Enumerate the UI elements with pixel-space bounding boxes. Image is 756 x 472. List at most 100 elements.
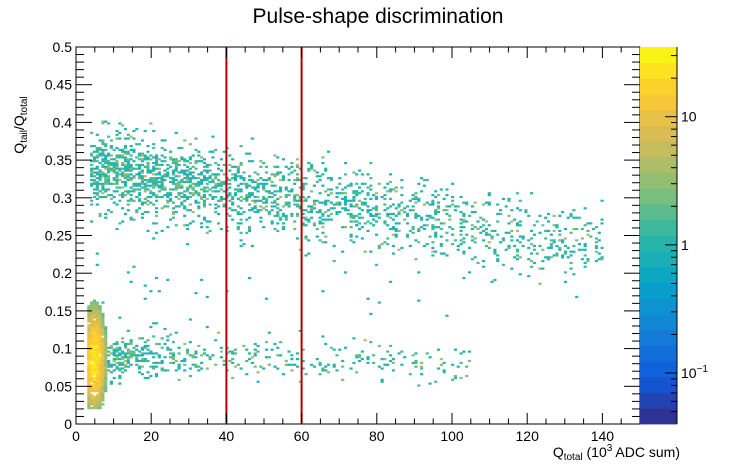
heatmap-cell xyxy=(549,256,553,259)
heatmap-cell xyxy=(214,175,218,178)
heatmap-cell xyxy=(259,220,263,223)
heatmap-cell xyxy=(400,209,404,212)
heatmap-cell xyxy=(183,214,187,217)
heatmap-cell xyxy=(104,148,108,151)
heatmap-cell xyxy=(264,356,269,359)
heatmap-cell xyxy=(138,365,142,368)
heatmap-cell xyxy=(87,331,91,334)
heatmap-cell xyxy=(183,359,187,363)
heatmap-cell xyxy=(318,239,322,242)
heatmap-cell xyxy=(95,356,99,359)
heatmap-cell xyxy=(87,305,91,308)
heatmap-cell xyxy=(301,177,305,180)
heatmap-cell xyxy=(160,367,164,370)
heatmap-cell xyxy=(101,359,105,363)
heatmap-cell xyxy=(349,226,353,229)
heatmap-cell xyxy=(420,218,424,221)
heatmap-cell xyxy=(239,239,243,242)
heatmap-cell xyxy=(352,195,356,199)
heatmap-cell xyxy=(95,382,99,385)
heatmap-cell xyxy=(146,184,150,187)
heatmap-cell xyxy=(95,305,99,308)
heatmap-cell xyxy=(219,169,223,172)
heatmap-cell xyxy=(239,231,243,234)
heatmap-cell xyxy=(92,324,97,327)
heatmap-cell xyxy=(101,192,105,195)
heatmap-cell xyxy=(405,233,410,236)
heatmap-cell xyxy=(171,169,175,172)
heatmap-cell xyxy=(214,173,218,176)
heatmap-cell xyxy=(453,239,457,242)
heatmap-cell xyxy=(95,197,99,200)
heatmap-cell xyxy=(143,184,147,187)
heatmap-cell xyxy=(90,318,94,321)
heatmap-cell xyxy=(149,325,153,329)
heatmap-cell xyxy=(123,150,128,153)
heatmap-cell xyxy=(248,276,252,280)
heatmap-cell xyxy=(487,192,491,195)
heatmap-cell xyxy=(92,182,97,185)
heatmap-cell xyxy=(276,171,280,174)
heatmap-cell xyxy=(431,203,435,206)
heatmap-cell xyxy=(515,250,520,253)
heatmap-cell xyxy=(163,205,167,208)
heatmap-cell xyxy=(188,222,192,225)
heatmap-cell xyxy=(298,195,302,199)
heatmap-cell xyxy=(118,352,122,355)
heatmap-cell xyxy=(546,229,551,233)
heatmap-cell xyxy=(349,203,353,206)
heatmap-cell xyxy=(513,244,517,248)
heatmap-cells xyxy=(87,120,604,410)
heatmap-cell xyxy=(318,210,322,214)
heatmap-cell xyxy=(394,227,398,231)
heatmap-cell xyxy=(304,218,308,221)
heatmap-cell xyxy=(515,207,520,210)
heatmap-cell xyxy=(194,177,198,180)
heatmap-cell xyxy=(121,161,125,165)
heatmap-cell xyxy=(200,367,204,370)
heatmap-cell xyxy=(200,173,204,176)
heatmap-cell xyxy=(118,316,122,319)
heatmap-cell xyxy=(422,227,426,231)
heatmap-cell xyxy=(104,173,108,176)
heatmap-cell xyxy=(267,177,271,180)
heatmap-cell xyxy=(112,177,116,180)
heatmap-cell xyxy=(374,209,379,212)
heatmap-cell xyxy=(118,148,122,151)
heatmap-cell xyxy=(270,209,274,212)
heatmap-cell xyxy=(276,173,280,176)
heatmap-cell xyxy=(98,352,102,355)
heatmap-cell xyxy=(250,361,254,364)
heatmap-cell xyxy=(335,192,339,195)
heatmap-cell xyxy=(250,207,254,210)
heatmap-cell xyxy=(152,129,156,133)
heatmap-cell xyxy=(360,203,364,206)
heatmap-cell xyxy=(132,148,136,151)
heatmap-cell xyxy=(149,350,153,353)
heatmap-cell xyxy=(92,195,97,199)
heatmap-cell xyxy=(126,271,130,274)
heatmap-cell xyxy=(171,354,175,357)
heatmap-cell xyxy=(174,182,178,185)
heatmap-cell xyxy=(414,192,418,195)
heatmap-cell xyxy=(293,182,297,185)
heatmap-cell xyxy=(338,177,342,180)
heatmap-cell xyxy=(107,154,111,157)
heatmap-cell xyxy=(439,227,443,231)
heatmap-cell xyxy=(87,329,91,332)
heatmap-cell xyxy=(374,233,379,236)
heatmap-cell xyxy=(140,180,144,184)
heatmap-cell xyxy=(205,197,209,200)
heatmap-cell xyxy=(152,161,156,165)
heatmap-cell xyxy=(487,194,491,197)
heatmap-cell xyxy=(586,260,590,263)
heatmap-cell xyxy=(123,363,128,366)
heatmap-cell xyxy=(389,188,393,191)
heatmap-cell xyxy=(118,348,122,351)
heatmap-cell xyxy=(107,182,111,185)
heatmap-cell xyxy=(112,354,116,357)
heatmap-cell xyxy=(95,329,99,332)
heatmap-cell xyxy=(121,350,125,353)
heatmap-cell xyxy=(428,356,432,359)
heatmap-cell xyxy=(160,180,164,184)
